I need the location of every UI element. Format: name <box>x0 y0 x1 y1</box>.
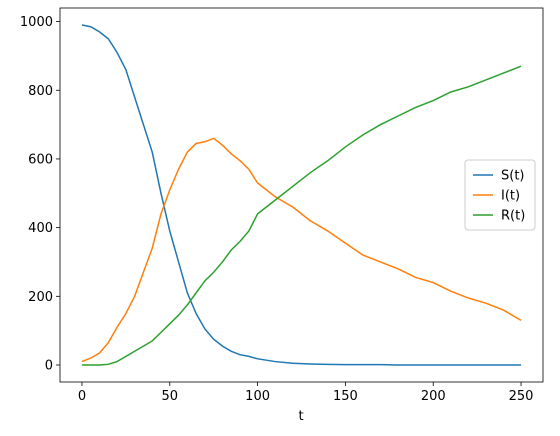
x-tick-label: 0 <box>78 389 86 404</box>
legend-box <box>464 159 536 231</box>
y-tick-label: 800 <box>28 84 53 99</box>
x-tick-label: 100 <box>245 389 270 404</box>
series-line <box>81 24 522 366</box>
y-tick-label: 200 <box>28 290 53 305</box>
x-axis-label: t <box>298 409 303 424</box>
y-tick-label: 600 <box>28 152 53 167</box>
legend-label: R(t) <box>501 209 525 224</box>
series-line <box>81 137 522 363</box>
legend-label: S(t) <box>501 169 525 184</box>
axes-frame <box>59 7 544 383</box>
x-tick-label: 50 <box>161 389 178 404</box>
x-tick-label: 250 <box>509 389 534 404</box>
x-tick-label: 200 <box>421 389 446 404</box>
legend-label: I(t) <box>501 189 520 204</box>
series-line <box>81 65 522 366</box>
y-tick-label: 400 <box>28 221 53 236</box>
x-tick-label: 150 <box>333 389 358 404</box>
y-tick-label: 1000 <box>20 15 53 30</box>
y-tick-label: 0 <box>45 359 53 374</box>
